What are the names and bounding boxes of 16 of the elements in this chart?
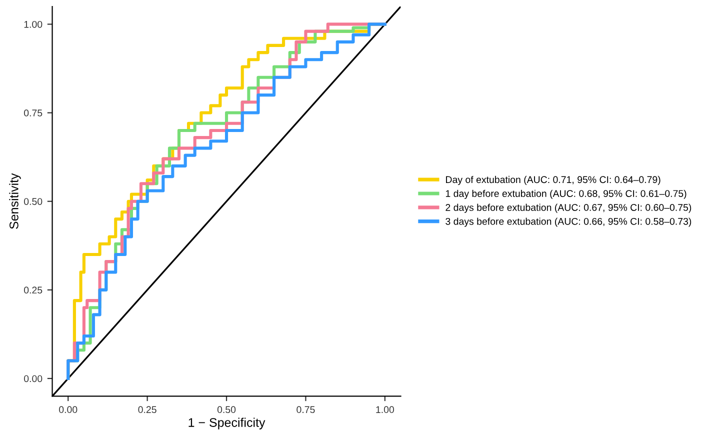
y-axis-title: Sensitivity <box>9 173 21 229</box>
y-tick-label: 1.00 <box>24 20 42 28</box>
x-tick-label: 0.75 <box>296 406 315 414</box>
x-tick-label: 1.00 <box>376 406 394 414</box>
y-tick-label: 0.75 <box>24 110 42 116</box>
x-axis-title: 1 − Specificity <box>188 418 266 430</box>
legend-label: Day of extubation (AUC: 0.71, 95% CI: 0.64–0.79) <box>446 176 660 185</box>
y-tick-label: 0.00 <box>24 375 42 382</box>
legend-label: 3 days before extubation (AUC: 0.66, 95% CI: 0.58–0.73) <box>446 218 692 227</box>
legend-label: 1 day before extubation (AUC: 0.68, 95% CI: 0.61–0.75) <box>446 190 686 199</box>
x-tick-label: 0.25 <box>138 406 156 414</box>
x-tick-label: 0.50 <box>217 406 236 414</box>
legend-label: 2 days before extubation (AUC: 0.67, 95% CI: 0.60–0.75) <box>446 204 692 213</box>
x-tick-label: 0.00 <box>59 406 78 414</box>
y-tick-label: 0.50 <box>24 198 42 205</box>
y-tick-label: 0.25 <box>24 286 42 294</box>
